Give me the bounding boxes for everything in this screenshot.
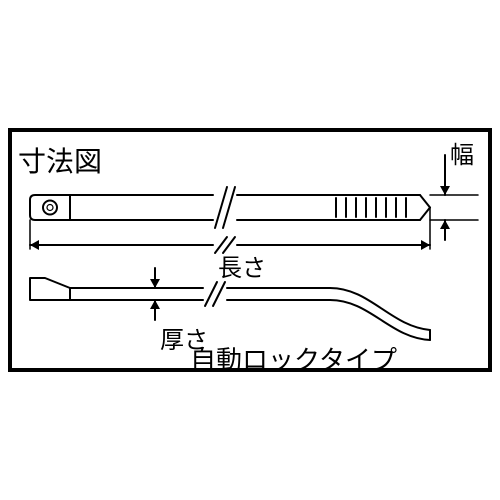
width-label: 幅 [450,135,474,170]
autolock-label: 自動ロックタイプ [190,340,397,377]
diagram-stage: 寸法図 幅 長さ 厚さ 自動ロックタイプ [0,0,500,500]
length-label: 長さ [218,248,266,283]
title-label: 寸法図 [18,140,102,180]
